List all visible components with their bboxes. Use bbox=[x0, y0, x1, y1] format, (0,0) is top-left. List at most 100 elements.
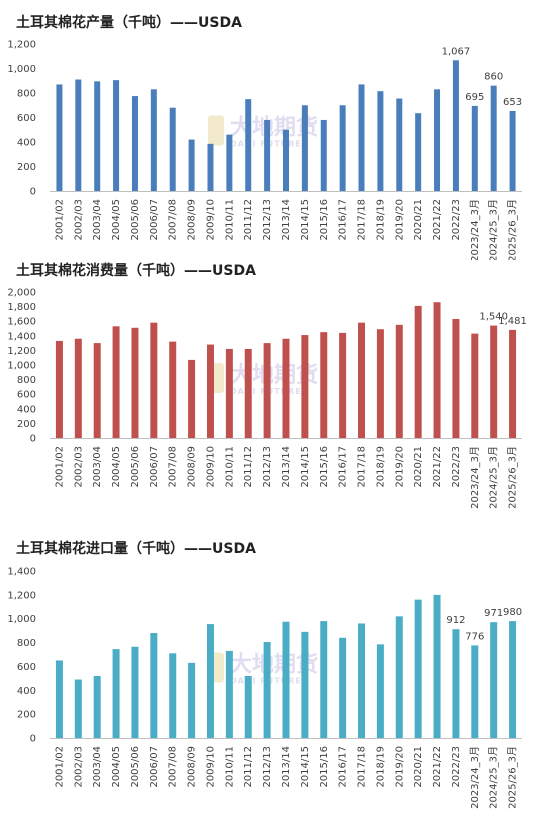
y-tick-label: 1,800 bbox=[7, 302, 36, 313]
x-tick-label: 2003/04 bbox=[92, 446, 103, 488]
x-tick-label: 2006/07 bbox=[149, 746, 160, 788]
y-tick-label: 600 bbox=[17, 113, 36, 124]
y-tick-label: 0 bbox=[30, 734, 36, 745]
x-tick-label: 2004/05 bbox=[111, 446, 122, 488]
x-tick-label: 2009/10 bbox=[205, 746, 216, 788]
data-label: 695 bbox=[465, 92, 484, 103]
x-tick-label: 2014/15 bbox=[300, 446, 311, 488]
x-tick-label: 2013/14 bbox=[281, 199, 292, 241]
bar bbox=[131, 327, 139, 438]
bar bbox=[376, 644, 384, 738]
x-tick-label: 2016/17 bbox=[338, 199, 349, 241]
x-tick-label: 2022/23 bbox=[451, 746, 462, 788]
bar bbox=[358, 322, 366, 438]
chart-title: 土耳其棉花进口量（千吨）——USDA bbox=[16, 541, 256, 557]
x-tick-label: 2005/06 bbox=[130, 746, 141, 788]
bar bbox=[94, 81, 101, 191]
x-tick-label: 2008/09 bbox=[187, 199, 198, 241]
x-tick-label: 2001/02 bbox=[54, 746, 65, 788]
bar bbox=[320, 621, 328, 738]
bar bbox=[490, 325, 498, 438]
y-tick-label: 1,000 bbox=[7, 361, 36, 372]
bar bbox=[452, 60, 459, 192]
x-tick-label: 2018/19 bbox=[375, 199, 386, 241]
x-tick-label: 2021/22 bbox=[432, 446, 443, 488]
data-label: 653 bbox=[503, 97, 522, 108]
y-tick-label: 1,000 bbox=[7, 64, 36, 75]
chart-title: 土耳其棉花消费量（千吨）——USDA bbox=[16, 263, 256, 279]
x-tick-label: 2022/23 bbox=[451, 199, 462, 241]
bar bbox=[415, 113, 422, 191]
bar bbox=[131, 96, 138, 191]
bar bbox=[225, 650, 233, 738]
bar bbox=[131, 646, 139, 738]
x-tick-label: 2010/11 bbox=[224, 446, 235, 488]
bar bbox=[339, 105, 346, 191]
bar bbox=[433, 594, 441, 738]
x-tick-label: 2024/25_3月 bbox=[488, 446, 500, 509]
data-label: 980 bbox=[503, 607, 522, 618]
bar bbox=[244, 348, 252, 438]
bar bbox=[169, 341, 177, 438]
x-tick-label: 2012/13 bbox=[262, 446, 273, 488]
y-tick-label: 200 bbox=[17, 710, 36, 721]
x-tick-label: 2005/06 bbox=[130, 446, 141, 488]
x-tick-label: 2012/13 bbox=[262, 199, 273, 241]
bar bbox=[169, 107, 176, 191]
x-tick-label: 2024/25_3月 bbox=[488, 746, 500, 809]
bar bbox=[358, 84, 365, 191]
y-tick-label: 200 bbox=[17, 162, 36, 173]
x-tick-label: 2010/11 bbox=[224, 199, 235, 241]
bar bbox=[206, 624, 214, 738]
x-tick-label: 2006/07 bbox=[149, 199, 160, 241]
bar bbox=[55, 660, 63, 738]
y-tick-label: 1,200 bbox=[7, 40, 36, 51]
x-tick-label: 2013/14 bbox=[281, 746, 292, 788]
bar bbox=[434, 89, 441, 191]
x-tick-label: 2007/08 bbox=[168, 199, 179, 241]
bar bbox=[112, 649, 120, 738]
x-tick-label: 2022/23 bbox=[451, 446, 462, 488]
watermark-logo-icon bbox=[208, 115, 224, 146]
x-tick-label: 2016/17 bbox=[338, 446, 349, 488]
x-tick-label: 2018/19 bbox=[375, 446, 386, 488]
x-tick-label: 2018/19 bbox=[375, 746, 386, 788]
x-tick-label: 2023/24_3月 bbox=[469, 746, 481, 809]
bar bbox=[150, 89, 157, 191]
x-tick-label: 2011/12 bbox=[243, 446, 254, 488]
data-label: 860 bbox=[484, 72, 503, 83]
bar bbox=[225, 348, 233, 438]
x-tick-label: 2008/09 bbox=[187, 446, 198, 488]
y-tick-label: 1,000 bbox=[7, 614, 36, 625]
y-tick-label: 400 bbox=[17, 404, 36, 415]
y-tick-label: 800 bbox=[17, 89, 36, 100]
x-tick-label: 2025/26_3月 bbox=[507, 446, 519, 509]
x-tick-label: 2019/20 bbox=[394, 746, 405, 788]
data-label: 912 bbox=[446, 615, 465, 626]
bar bbox=[74, 338, 82, 438]
x-tick-label: 2012/13 bbox=[262, 746, 273, 788]
bar bbox=[414, 305, 422, 438]
bar bbox=[263, 641, 271, 738]
bar bbox=[320, 119, 327, 191]
x-tick-label: 2001/02 bbox=[54, 446, 65, 488]
bar bbox=[452, 629, 460, 738]
y-tick-label: 1,200 bbox=[7, 346, 36, 357]
bar bbox=[396, 98, 403, 191]
bar bbox=[414, 599, 422, 738]
x-tick-label: 2004/05 bbox=[111, 746, 122, 788]
bar bbox=[244, 675, 252, 738]
bar bbox=[320, 332, 328, 438]
y-tick-label: 1,400 bbox=[7, 567, 36, 578]
bar bbox=[471, 645, 479, 738]
x-tick-label: 2004/05 bbox=[111, 199, 122, 241]
bar bbox=[150, 633, 158, 738]
bar bbox=[93, 675, 101, 738]
bar bbox=[264, 119, 271, 191]
x-tick-label: 2003/04 bbox=[92, 746, 103, 788]
